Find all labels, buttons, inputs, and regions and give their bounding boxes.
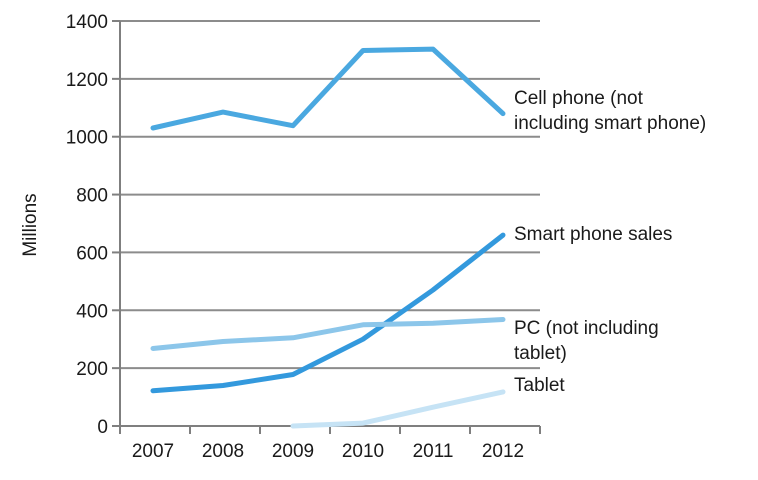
y-tick-label-200: 200 (76, 359, 108, 380)
y-tick-label-400: 400 (76, 301, 108, 322)
y-tick-label-1000: 1000 (66, 128, 108, 149)
series-label-3-line-0: Tablet (514, 375, 565, 396)
y-tick-label-1400: 1400 (66, 12, 108, 33)
axes (112, 20, 541, 434)
series-line-0 (150, 46, 506, 131)
y-tick-label-600: 600 (76, 243, 108, 264)
x-tick-label-2012: 2012 (482, 441, 524, 462)
y-tick-label-1200: 1200 (66, 70, 108, 91)
series-line-3 (290, 389, 506, 429)
y-tick-label-800: 800 (76, 186, 108, 207)
series-labels: Cell phone (not including smart phone) Sma… (514, 88, 706, 396)
gridlines (120, 20, 540, 370)
series-label-2-line-1: tablet) (514, 343, 567, 364)
x-tick-label-2010: 2010 (342, 441, 384, 462)
x-tick-label-2007: 2007 (132, 441, 174, 462)
x-tick-label-2008: 2008 (202, 441, 244, 462)
y-tick-labels: 0 200 400 600 800 1000 1200 1400 (66, 12, 108, 438)
series-label-0-line-0: Cell phone (not (514, 88, 644, 109)
x-tick-label-2009: 2009 (272, 441, 314, 462)
series-label-1-line-0: Smart phone sales (514, 224, 672, 245)
series-label-2-line-0: PC (not including (514, 318, 659, 339)
series-lines (150, 46, 506, 429)
y-tick-label-0: 0 (97, 417, 108, 438)
series-line-2 (150, 317, 506, 351)
y-axis-label: Millions (20, 193, 41, 256)
series-line-1 (150, 232, 506, 394)
x-tick-labels: 2007 2008 2009 2010 2011 2012 (132, 441, 524, 462)
series-label-0-line-1: including smart phone) (514, 113, 706, 134)
x-tick-label-2011: 2011 (413, 441, 454, 462)
